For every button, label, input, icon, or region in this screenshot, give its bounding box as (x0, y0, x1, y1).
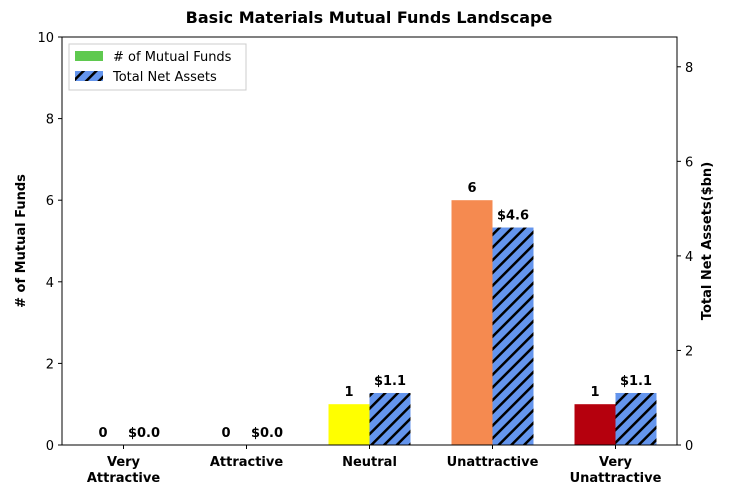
y2-tick-label: 2 (685, 344, 693, 359)
legend-label: Total Net Assets (112, 70, 217, 85)
data-label: $4.6 (497, 209, 529, 224)
data-label: $0.0 (251, 426, 283, 441)
bar (574, 404, 616, 445)
y-tick-label: 0 (46, 439, 54, 454)
x-tick-label: Attractive (210, 455, 284, 470)
x-tick-label: Neutral (342, 455, 397, 470)
legend: # of Mutual Funds Total Net Assets (68, 43, 247, 91)
y2-tick-label: 4 (685, 250, 693, 265)
data-label: 1 (590, 385, 599, 400)
data-label: 0 (221, 426, 230, 441)
data-label: 0 (98, 426, 107, 441)
y-tick-label: 10 (37, 31, 54, 46)
x-tick-label: Very Attractive (87, 455, 161, 486)
y-tick-label: 8 (46, 113, 54, 128)
legend-swatch (75, 51, 103, 61)
chart-title: Basic Materials Mutual Funds Landscape (186, 8, 553, 27)
y-axis-label: # of Mutual Funds (14, 174, 29, 308)
y2-tick-label: 8 (685, 61, 693, 76)
data-label: $1.1 (374, 374, 406, 389)
y-tick-label: 2 (46, 357, 54, 372)
bar (369, 392, 411, 445)
plot-frame (61, 36, 678, 446)
data-label: $1.1 (620, 374, 652, 389)
y2-axis-label: Total Net Assets($bn) (700, 162, 715, 320)
bar (615, 392, 657, 445)
x-tick-label: Unattractive (447, 455, 539, 470)
data-label: $0.0 (128, 426, 160, 441)
y2-tick-label: 6 (685, 155, 693, 170)
y2-tick-label: 0 (685, 439, 693, 454)
y-tick-label: 6 (46, 194, 54, 209)
bar (451, 200, 493, 445)
bar (492, 227, 534, 445)
y-tick-label: 4 (46, 276, 54, 291)
data-label: 1 (344, 385, 353, 400)
bar (328, 404, 370, 445)
legend-swatch (75, 71, 103, 81)
data-label: 6 (467, 181, 476, 196)
legend-label: # of Mutual Funds (113, 50, 232, 65)
x-tick-label: Very Unattractive (570, 455, 662, 486)
